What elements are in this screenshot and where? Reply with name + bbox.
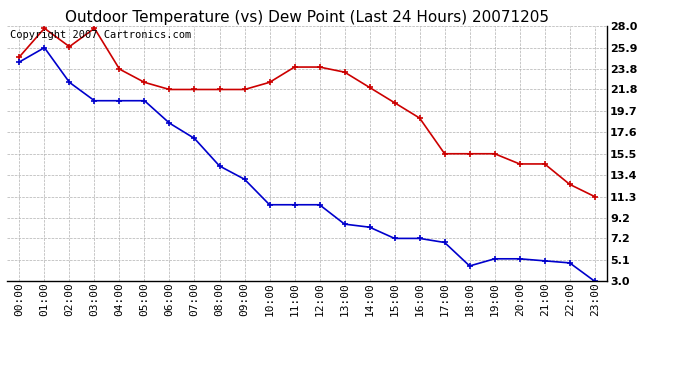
Title: Outdoor Temperature (vs) Dew Point (Last 24 Hours) 20071205: Outdoor Temperature (vs) Dew Point (Last… <box>65 10 549 25</box>
Text: Copyright 2007 Cartronics.com: Copyright 2007 Cartronics.com <box>10 30 191 40</box>
